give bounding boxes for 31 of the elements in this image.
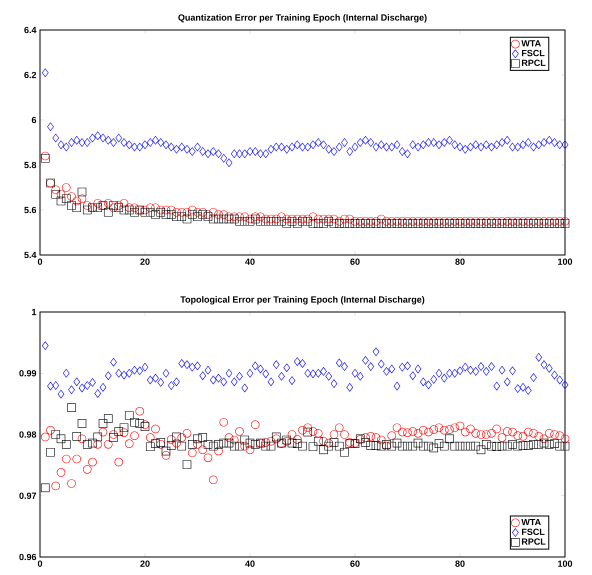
legend-label: WTA: [521, 40, 541, 46]
x-tick-label: 100: [558, 560, 572, 567]
y-tick-label: 0.98: [19, 431, 36, 438]
x-tick-label: 20: [140, 258, 150, 265]
y-tick-label: 6.2: [24, 72, 36, 78]
chart-title: Topological Error per Training Epoch (Internal Discharge): [180, 296, 424, 305]
legend-label: RPCL: [522, 538, 546, 545]
legend-label: FSCL: [522, 50, 544, 56]
legend-label: RPCL: [522, 60, 546, 66]
y-tick-label: 6: [32, 116, 36, 124]
x-tick-label: 40: [245, 258, 255, 265]
y-tick-label: 5.4: [24, 252, 36, 258]
x-tick-label: 60: [350, 258, 360, 265]
legend-label: WTA: [521, 519, 541, 526]
chart-title: Quantization Error per Training Epoch (Internal Discharge): [178, 14, 427, 22]
x-tick-label: 20: [140, 560, 150, 567]
y-tick-label: 5.6: [24, 206, 36, 214]
y-tick-label: 5.8: [24, 162, 36, 168]
y-tick-label: 0.96: [19, 554, 36, 560]
x-tick-label: 100: [558, 258, 572, 265]
x-tick-label: 80: [455, 258, 465, 265]
x-tick-label: 40: [245, 560, 255, 567]
x-tick-label: 60: [350, 560, 360, 567]
x-tick-label: 0: [38, 258, 42, 265]
y-tick-label: 6.4: [24, 26, 36, 34]
legend-label: FSCL: [522, 528, 544, 536]
x-tick-label: 80: [455, 560, 465, 567]
y-tick-label: 1: [32, 308, 36, 316]
x-tick-label: 0: [38, 560, 42, 567]
y-tick-label: 0.99: [19, 370, 36, 376]
y-tick-label: 0.97: [19, 492, 36, 499]
